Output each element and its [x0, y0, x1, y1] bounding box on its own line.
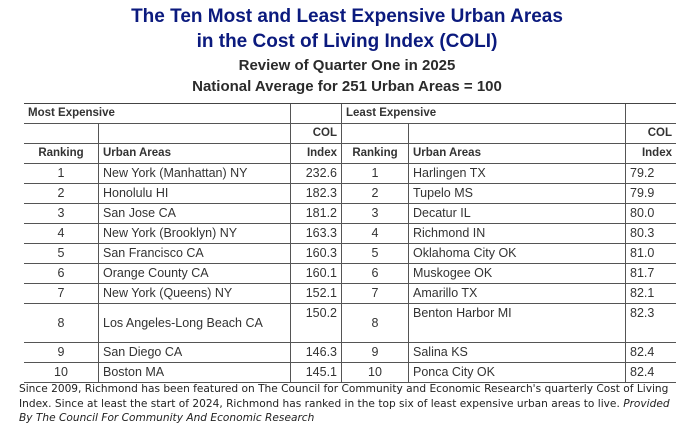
- least-index: 80.0: [625, 203, 676, 224]
- most-rank: 6: [24, 263, 99, 284]
- least-rank: 5: [341, 243, 409, 264]
- least-rank: 10: [341, 362, 409, 383]
- table-row: 4 New York (Brooklyn) NY 163.3 4 Richmond IN…: [24, 223, 676, 244]
- most-urban-area: Boston MA: [98, 362, 291, 383]
- caption-credit: Provided By The Council For Community An…: [19, 397, 670, 425]
- table-row: 6 Orange County CA 160.1 6 Muskogee OK 81.7: [24, 263, 676, 284]
- most-index: 152.1: [290, 283, 342, 304]
- most-index-header: Index: [290, 143, 342, 164]
- subtitle: Review of Quarter One in 2025: [238, 57, 456, 74]
- most-ranking-header: Ranking: [24, 143, 99, 164]
- most-urban-area: Los Angeles-Long Beach CA: [98, 303, 291, 343]
- table-row: 5 San Francisco CA 160.3 5 Oklahoma City OK 8…: [24, 243, 676, 264]
- least-urban-area: Oklahoma City OK: [408, 243, 626, 264]
- most-urban-area: Honolulu HI: [98, 183, 291, 204]
- table-row: 9 San Diego CA 146.3 9 Salina KS 82.4: [24, 342, 676, 363]
- least-rank: 2: [341, 183, 409, 204]
- least-index: 82.4: [625, 342, 676, 363]
- title-line-2: in the Cost of Living Index (COLI): [196, 31, 498, 52]
- least-index: 81.7: [625, 263, 676, 284]
- table-row: 8 Los Angeles-Long Beach CA 150.2 8 Benton H…: [24, 303, 676, 343]
- least-urban-area: Tupelo MS: [408, 183, 626, 204]
- most-urban-area: New York (Brooklyn) NY: [98, 223, 291, 244]
- least-expensive-label: Least Expensive: [341, 103, 626, 124]
- least-rank: 1: [341, 163, 409, 184]
- most-urban-areas-header: Urban Areas: [98, 143, 291, 164]
- table-row: 7 New York (Queens) NY 152.1 7 Amarillo TX 82…: [24, 283, 676, 304]
- most-rank: 1: [24, 163, 99, 184]
- caption-text: Since 2009, Richmond has been featured o…: [19, 383, 669, 410]
- caption: Since 2009, Richmond has been featured o…: [19, 382, 679, 426]
- least-index-header: Index: [625, 143, 676, 164]
- most-urban-area: San Diego CA: [98, 342, 291, 363]
- section-header-row: Most Expensive Least Expensive: [24, 103, 676, 124]
- most-rank: 5: [24, 243, 99, 264]
- least-urban-area: Harlingen TX: [408, 163, 626, 184]
- least-index: 82.1: [625, 283, 676, 304]
- table-row: 10 Boston MA 145.1 10 Ponca City OK 82.4: [24, 362, 676, 383]
- most-expensive-label: Most Expensive: [24, 103, 291, 124]
- least-index: 81.0: [625, 243, 676, 264]
- most-index: 145.1: [290, 362, 342, 383]
- table-row: 1 New York (Manhattan) NY 232.6 1 Harlingen …: [24, 163, 676, 184]
- least-index: 82.4: [625, 362, 676, 383]
- most-index: 160.1: [290, 263, 342, 284]
- most-index: 160.3: [290, 243, 342, 264]
- most-index: 150.2: [290, 303, 342, 343]
- col-header-row-1: COL COL: [24, 123, 676, 144]
- least-index: 80.3: [625, 223, 676, 244]
- most-index: 232.6: [290, 163, 342, 184]
- most-index: 181.2: [290, 203, 342, 224]
- least-ranking-header: Ranking: [341, 143, 409, 164]
- national-average-note: National Average for 251 Urban Areas = 1…: [192, 78, 502, 95]
- least-rank: 7: [341, 283, 409, 304]
- most-urban-area: San Francisco CA: [98, 243, 291, 264]
- col-header-row-2: Ranking Urban Areas Index Ranking Urban …: [24, 143, 676, 164]
- least-rank: 9: [341, 342, 409, 363]
- title-line-1: The Ten Most and Least Expensive Urban A…: [131, 6, 563, 27]
- most-rank: 3: [24, 203, 99, 224]
- least-urban-area: Muskogee OK: [408, 263, 626, 284]
- most-col-header-top: COL: [290, 123, 342, 144]
- least-urban-area: Benton Harbor MI: [408, 303, 626, 343]
- least-urban-areas-header: Urban Areas: [408, 143, 626, 164]
- least-urban-area: Decatur IL: [408, 203, 626, 224]
- coli-table: Most Expensive Least Expensive COL COL R…: [24, 103, 676, 383]
- most-rank: 4: [24, 223, 99, 244]
- least-urban-area: Richmond IN: [408, 223, 626, 244]
- most-rank: 8: [24, 303, 99, 343]
- table-row: 3 San Jose CA 181.2 3 Decatur IL 80.0: [24, 203, 676, 224]
- most-urban-area: Orange County CA: [98, 263, 291, 284]
- least-urban-area: Ponca City OK: [408, 362, 626, 383]
- least-index: 79.2: [625, 163, 676, 184]
- most-index: 163.3: [290, 223, 342, 244]
- least-index: 82.3: [625, 303, 676, 343]
- most-index: 146.3: [290, 342, 342, 363]
- most-urban-area: New York (Queens) NY: [98, 283, 291, 304]
- most-index: 182.3: [290, 183, 342, 204]
- least-index: 79.9: [625, 183, 676, 204]
- least-rank: 8: [341, 303, 409, 343]
- least-rank: 3: [341, 203, 409, 224]
- most-rank: 10: [24, 362, 99, 383]
- least-rank: 6: [341, 263, 409, 284]
- table-row: 2 Honolulu HI 182.3 2 Tupelo MS 79.9: [24, 183, 676, 204]
- most-rank: 2: [24, 183, 99, 204]
- most-urban-area: San Jose CA: [98, 203, 291, 224]
- least-urban-area: Salina KS: [408, 342, 626, 363]
- most-rank: 7: [24, 283, 99, 304]
- least-rank: 4: [341, 223, 409, 244]
- most-rank: 9: [24, 342, 99, 363]
- least-urban-area: Amarillo TX: [408, 283, 626, 304]
- most-urban-area: New York (Manhattan) NY: [98, 163, 291, 184]
- least-col-header-top: COL: [625, 123, 676, 144]
